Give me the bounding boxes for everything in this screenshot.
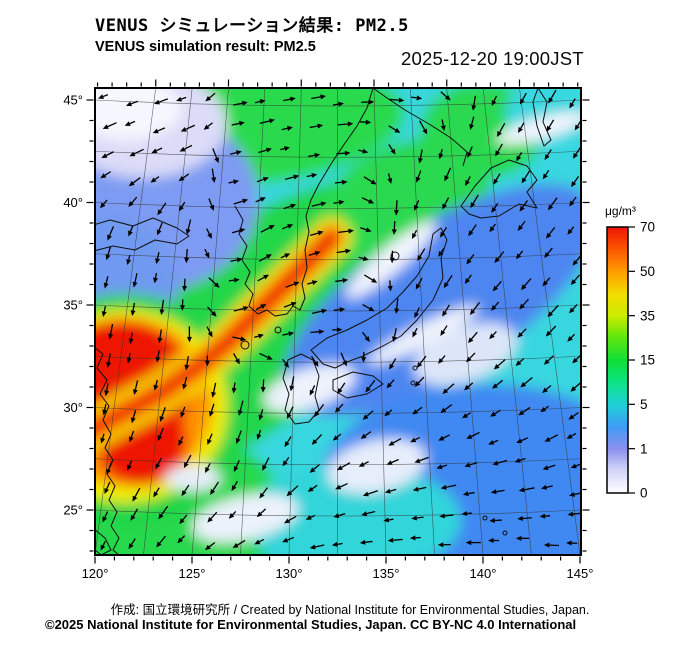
- svg-text:130°: 130°: [276, 566, 303, 581]
- credit-line: 作成: 国立環境研究所 / Created by National Instit…: [110, 603, 590, 617]
- graticule: [95, 88, 581, 555]
- svg-text:35: 35: [640, 308, 655, 323]
- wind-vectors: [98, 89, 581, 551]
- colorbar: μg/m³ 70 50 35 15 5 1 0: [605, 204, 655, 501]
- title-english: VENUS simulation result: PM2.5: [95, 39, 316, 55]
- svg-text:145°: 145°: [567, 566, 594, 581]
- svg-text:35°: 35°: [63, 298, 83, 313]
- svg-text:5: 5: [640, 397, 648, 412]
- svg-text:140°: 140°: [470, 566, 497, 581]
- svg-text:120°: 120°: [82, 566, 109, 581]
- pm25-field: [95, 88, 581, 555]
- svg-text:0: 0: [640, 486, 648, 501]
- svg-text:50: 50: [640, 264, 655, 279]
- svg-text:1: 1: [640, 441, 648, 456]
- license-line: ©2025 National Institute for Environment…: [45, 617, 577, 632]
- colorbar-unit: μg/m³: [605, 204, 636, 218]
- svg-text:30°: 30°: [63, 400, 83, 415]
- svg-text:40°: 40°: [63, 195, 83, 210]
- svg-text:45°: 45°: [63, 93, 83, 108]
- svg-text:125°: 125°: [179, 566, 206, 581]
- title-japanese: VENUS シミュレーション結果: PM2.5: [95, 16, 409, 36]
- svg-text:135°: 135°: [373, 566, 400, 581]
- axis-ticks: [86, 79, 590, 564]
- svg-text:70: 70: [640, 220, 655, 235]
- timestamp: 2025-12-20 19:00JST: [401, 48, 584, 69]
- axis-labels: 45° 40° 35° 30° 25° 120° 125° 130° 135° 140° 145°: [63, 93, 593, 582]
- svg-text:25°: 25°: [63, 503, 83, 518]
- map-area: 45° 40° 35° 30° 25° 120° 125° 130° 135° 140° 145°: [63, 79, 593, 582]
- svg-text:15: 15: [640, 353, 655, 368]
